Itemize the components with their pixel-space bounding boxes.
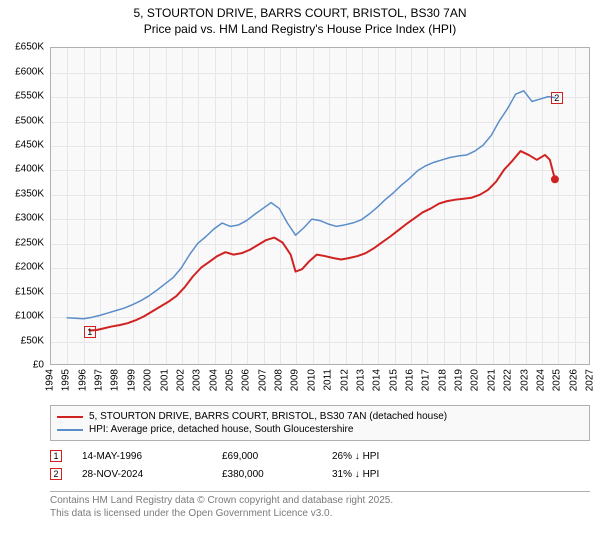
legend-label-address: 5, STOURTON DRIVE, BARRS COURT, BRISTOL,… [89, 411, 447, 422]
x-tick-label: 2017 [421, 369, 432, 391]
y-tick-label: £200K [15, 262, 44, 273]
transactions-table: 1 14-MAY-1996 £69,000 26% ↓ HPI 2 28-NOV… [50, 447, 590, 483]
legend: 5, STOURTON DRIVE, BARRS COURT, BRISTOL,… [50, 405, 590, 441]
x-tick-label: 2002 [175, 369, 186, 391]
transaction-price: £380,000 [222, 469, 332, 480]
chart-title-line1: 5, STOURTON DRIVE, BARRS COURT, BRISTOL,… [0, 6, 600, 22]
chart-title-block: 5, STOURTON DRIVE, BARRS COURT, BRISTOL,… [0, 0, 600, 41]
x-tick-label: 2016 [405, 369, 416, 391]
transaction-price: £69,000 [222, 451, 332, 462]
x-tick-label: 2007 [257, 369, 268, 391]
x-tick-label: 2027 [585, 369, 596, 391]
x-tick-label: 2000 [143, 369, 154, 391]
x-tick-label: 2015 [388, 369, 399, 391]
x-tick-label: 2025 [552, 369, 563, 391]
x-tick-label: 2004 [208, 369, 219, 391]
y-tick-label: £50K [21, 335, 44, 346]
x-tick-label: 2023 [519, 369, 530, 391]
x-tick-label: 2021 [486, 369, 497, 391]
x-tick-label: 2022 [503, 369, 514, 391]
x-tick-label: 2012 [339, 369, 350, 391]
y-tick-label: £500K [15, 115, 44, 126]
x-tick-label: 2009 [290, 369, 301, 391]
y-tick-label: £650K [15, 42, 44, 53]
plot-wrap: £0 £50K £100K £150K £200K £250K £300K £350K £400… [0, 41, 600, 401]
x-tick-label: 2008 [274, 369, 285, 391]
x-tick-label: 2014 [372, 369, 383, 391]
x-tick-label: 2024 [535, 369, 546, 391]
x-tick-label: 2011 [323, 369, 334, 391]
x-tick-label: 2006 [241, 369, 252, 391]
x-tick-label: 1996 [77, 369, 88, 391]
x-tick-label: 2005 [225, 369, 236, 391]
transaction-row: 1 14-MAY-1996 £69,000 26% ↓ HPI [50, 447, 590, 465]
y-tick-label: £550K [15, 91, 44, 102]
legend-swatch-hpi [57, 429, 83, 431]
transaction-marker-1: 1 [50, 450, 62, 462]
transaction-delta: 31% ↓ HPI [332, 469, 452, 480]
x-tick-label: 2019 [454, 369, 465, 391]
series-svg [51, 48, 589, 364]
y-tick-label: £600K [15, 66, 44, 77]
x-tick-label: 1995 [61, 369, 72, 391]
y-tick-label: £450K [15, 140, 44, 151]
y-tick-label: £100K [15, 311, 44, 322]
source-line1: Contains HM Land Registry data © Crown c… [50, 494, 590, 507]
legend-row-address: 5, STOURTON DRIVE, BARRS COURT, BRISTOL,… [57, 410, 583, 423]
x-tick-label: 1997 [94, 369, 105, 391]
y-tick-label: £250K [15, 237, 44, 248]
x-tick-label: 2013 [355, 369, 366, 391]
y-tick-label: £150K [15, 286, 44, 297]
transaction-row: 2 28-NOV-2024 £380,000 31% ↓ HPI [50, 465, 590, 483]
plot-area: 12 [50, 47, 590, 365]
x-tick-label: 2018 [437, 369, 448, 391]
chart-marker-1: 1 [84, 326, 96, 338]
chart-marker-2: 2 [551, 92, 563, 104]
chart-container: 5, STOURTON DRIVE, BARRS COURT, BRISTOL,… [0, 0, 600, 520]
x-tick-label: 2020 [470, 369, 481, 391]
y-tick-label: £400K [15, 164, 44, 175]
x-tick-label: 2003 [192, 369, 203, 391]
x-tick-label: 2026 [568, 369, 579, 391]
x-tick-label: 2001 [159, 369, 170, 391]
series-address_price [90, 151, 555, 330]
source-note: Contains HM Land Registry data © Crown c… [50, 491, 590, 520]
y-tick-label: £350K [15, 188, 44, 199]
legend-row-hpi: HPI: Average price, detached house, Sout… [57, 423, 583, 436]
legend-swatch-address [57, 416, 83, 418]
x-tick-label: 2010 [306, 369, 317, 391]
y-tick-label: £300K [15, 213, 44, 224]
transaction-marker-2: 2 [50, 468, 62, 480]
end-dot [551, 175, 559, 183]
transaction-date: 14-MAY-1996 [82, 451, 222, 462]
y-tick-label: £0 [33, 360, 44, 371]
transaction-date: 28-NOV-2024 [82, 469, 222, 480]
y-axis: £0 £50K £100K £150K £200K £250K £300K £350K £400… [0, 41, 46, 401]
x-tick-label: 1998 [110, 369, 121, 391]
x-axis: 1994199519961997199819992000200120022003… [50, 367, 590, 401]
chart-title-line2: Price paid vs. HM Land Registry's House … [0, 22, 600, 38]
source-line2: This data is licensed under the Open Gov… [50, 507, 590, 520]
series-hpi [67, 91, 555, 319]
legend-label-hpi: HPI: Average price, detached house, Sout… [89, 424, 353, 435]
x-tick-label: 1994 [45, 369, 56, 391]
transaction-delta: 26% ↓ HPI [332, 451, 452, 462]
x-tick-label: 1999 [126, 369, 137, 391]
